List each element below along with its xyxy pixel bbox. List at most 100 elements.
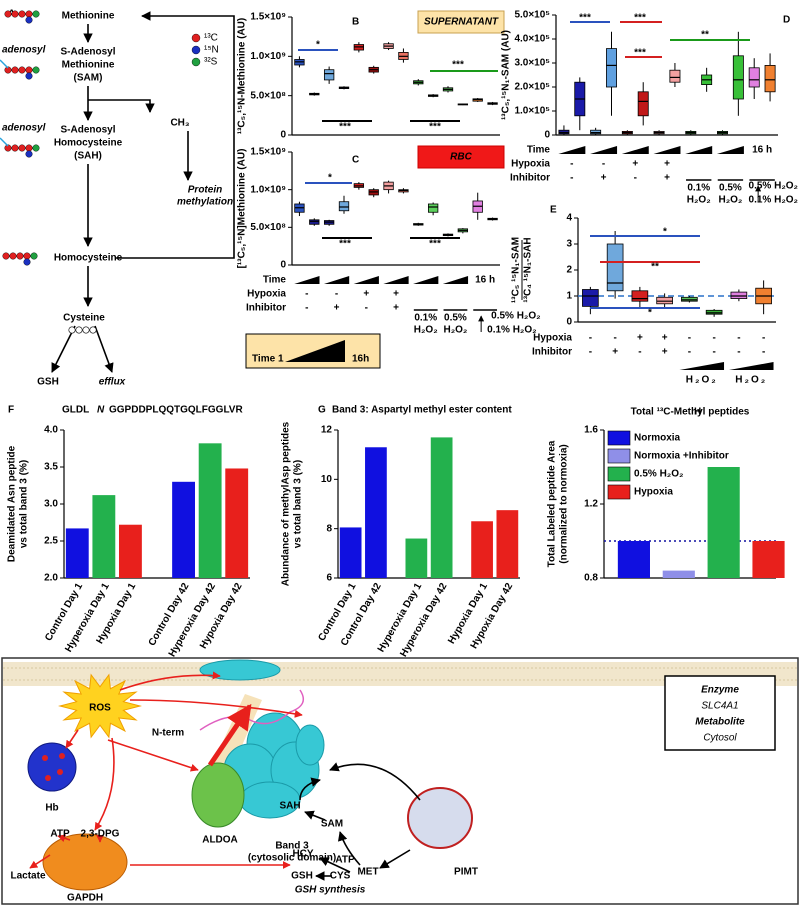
arrow (94, 325, 114, 373)
significance-stars: *** (339, 239, 351, 250)
y-tick-label: 4 (566, 213, 572, 224)
ros-star (58, 673, 142, 739)
band3-structure (295, 724, 325, 766)
condition-sign: - (634, 173, 637, 184)
y-tick-label: 1.2 (584, 499, 598, 510)
y-tick-label: 0 (544, 130, 550, 141)
legend-swatch (607, 466, 631, 482)
band3-structure (199, 659, 281, 681)
legend-label: Cytosol (703, 733, 737, 744)
atom (82, 326, 90, 334)
diagram-label: ATP (335, 855, 355, 866)
bar (617, 541, 650, 578)
legend-label: Normoxia +Inhibitor (634, 451, 729, 462)
atom (75, 326, 83, 334)
diagram-label: GAPDH (67, 893, 103, 904)
box (631, 290, 649, 302)
diagram-label: GSH (291, 871, 313, 882)
red-arrow (94, 737, 115, 831)
diagram-label: PIMT (454, 867, 478, 878)
atom (25, 144, 33, 152)
box (606, 243, 624, 292)
node-label: S-Adenosyl (60, 125, 115, 136)
atom (11, 10, 19, 18)
box (637, 91, 649, 117)
atom (23, 252, 31, 260)
condition-sign: - (589, 333, 592, 344)
y-tick-label: 0 (280, 130, 286, 141)
y-tick-label: 0.8 (584, 573, 598, 584)
red-arrow (119, 671, 221, 691)
condition-sign: + (334, 303, 340, 314)
y-axis-label: (normalized to normoxia) (559, 444, 570, 563)
chart-title: Total ¹³C-Methyl peptides (631, 407, 750, 418)
time-legend-label: 16h (352, 354, 369, 365)
bar (65, 528, 89, 578)
row-label: Inhibitor (532, 347, 572, 358)
panel-letter: B (352, 17, 359, 28)
node-label: efflux (99, 377, 126, 388)
box (681, 296, 698, 302)
time-ramp (558, 146, 586, 154)
legend-dot (191, 45, 201, 55)
atom (68, 326, 76, 334)
bar (172, 481, 195, 578)
bar (365, 447, 387, 578)
row-label: Hypoxia (511, 159, 550, 170)
box (748, 67, 760, 88)
diagram-label: (cytosolic domain) (248, 853, 336, 864)
time-ramp (323, 276, 350, 284)
heme (45, 775, 51, 781)
time-ramp (383, 276, 409, 284)
arrow (115, 11, 235, 259)
h2o2-label: 0.1% (687, 183, 710, 194)
y-tick-label: 10 (321, 474, 333, 485)
y-tick-label: 2.0 (44, 573, 58, 584)
panel-letter: H (694, 407, 701, 418)
node-label: GSH (37, 377, 59, 388)
time-ramp (442, 276, 469, 284)
chart-title: GGPDDPLQQTGQLFGGLVR (109, 405, 243, 416)
condition-sign: + (393, 303, 399, 314)
diagram-label: CYS (330, 871, 351, 882)
panel-letter: F (8, 405, 14, 416)
atom (30, 252, 38, 260)
y-tick-label: 1.5×10⁹ (250, 147, 286, 158)
adenosyl-link (0, 137, 9, 147)
side-label: adenosyl (2, 45, 46, 56)
y-axis-label: Total Labeled peptide Area (547, 440, 558, 567)
diagram-label: HCY (292, 849, 313, 860)
box (656, 296, 673, 305)
condition-sign: + (662, 347, 668, 358)
node-label: CH₃ (170, 118, 189, 129)
red-arrow (129, 699, 303, 718)
black-arrow (329, 762, 421, 801)
atom (25, 72, 33, 80)
time-ramp (716, 146, 744, 154)
h2o2-label: H₂O₂ (414, 325, 438, 336)
row-label: Inhibitor (246, 303, 286, 314)
node-label: Homocysteine (54, 138, 123, 149)
y-tick-label: 1.0×10⁵ (514, 106, 550, 117)
bar (405, 538, 428, 578)
h2o2-label: H₂O₂ (718, 195, 742, 206)
y-axis-label: vs total band 3 (%) (293, 460, 304, 548)
condition-sign: - (602, 159, 605, 170)
h2o2-label: 0.5% H₂O₂ (749, 181, 798, 192)
time-ramp (685, 146, 713, 154)
box (669, 69, 681, 83)
x-tick-label: Hyperoxia Day 1 (376, 581, 425, 654)
panel-frame (1, 657, 799, 905)
heme (42, 755, 48, 761)
h2o2-label: H₂O₂ (443, 325, 467, 336)
time-ramp (621, 146, 649, 154)
h2o2-label: 0.1% H₂O₂ (487, 325, 536, 336)
condition-sign: - (737, 347, 740, 358)
title-box (417, 10, 505, 34)
legend-dot (191, 33, 201, 43)
atom (16, 252, 24, 260)
condition-sign: - (305, 289, 308, 300)
diagram-label: GSH synthesis (295, 885, 366, 896)
bar (471, 521, 493, 578)
bar (430, 437, 453, 578)
